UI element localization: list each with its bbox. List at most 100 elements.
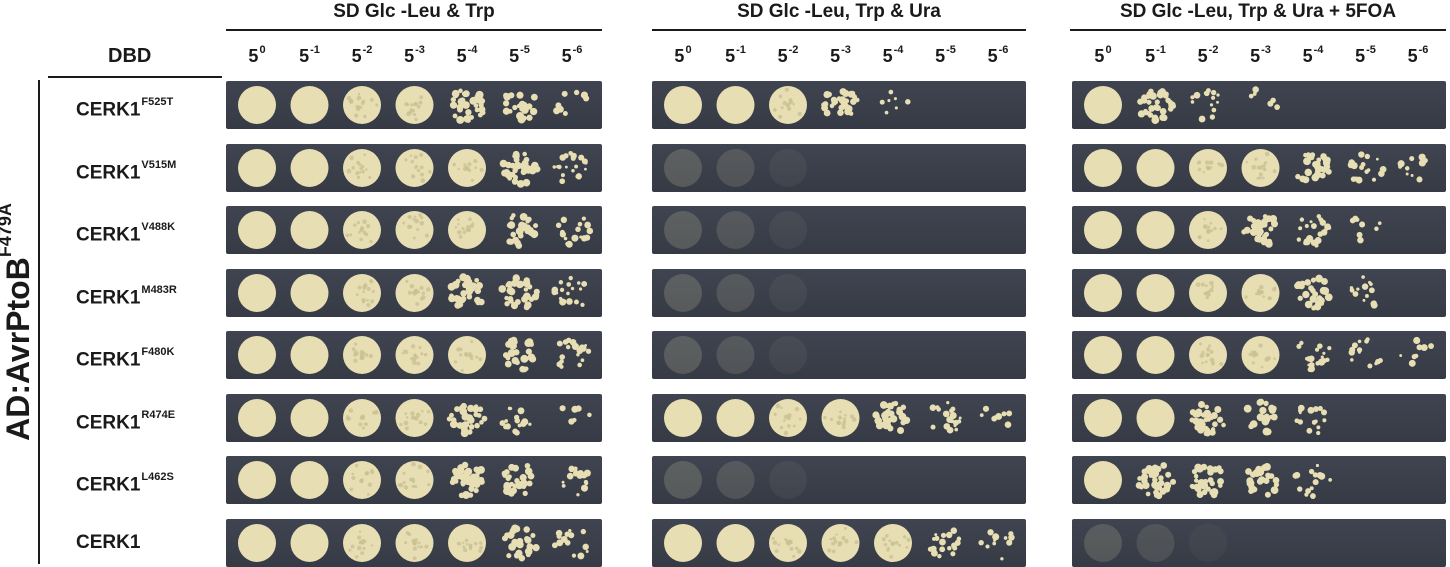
colony-dot (451, 89, 460, 98)
colony-texture (413, 484, 418, 489)
colony-dot (958, 416, 962, 420)
colony-texture (355, 554, 359, 559)
colony-texture (353, 358, 358, 363)
colony-dot (581, 235, 588, 242)
row-label-mutation: F525T (141, 96, 174, 108)
colony-dot (1008, 530, 1014, 536)
colony-spot (238, 148, 276, 187)
colony-texture (1272, 168, 1277, 173)
colony-dot (1194, 478, 1199, 483)
colony-texture (843, 526, 847, 530)
colony-dot (1356, 347, 1363, 353)
colony-texture (364, 353, 369, 357)
colony-texture (467, 161, 472, 166)
dilution-header: 5-2 (768, 44, 808, 67)
colony-texture (358, 422, 363, 427)
colony-dot (937, 553, 942, 558)
dilution-base: 5 (456, 46, 467, 66)
colony-spot (1136, 336, 1175, 374)
plate-spots (1084, 523, 1227, 562)
colony-dot (1006, 539, 1013, 546)
colony-dot (1304, 492, 1309, 497)
colony-dot (949, 407, 954, 413)
colony-dot (559, 354, 566, 360)
colony-dot (472, 405, 480, 413)
colony-dot (524, 339, 533, 347)
colony-dot (1322, 351, 1326, 355)
colony-spot (664, 398, 702, 437)
colony-texture (885, 533, 889, 538)
colony-texture (359, 105, 363, 109)
colony-dot (891, 401, 896, 406)
colony-dot (930, 549, 938, 557)
colony-texture (412, 236, 416, 240)
colony-texture (353, 223, 357, 227)
colony-texture (414, 537, 419, 542)
colony-texture (785, 540, 791, 545)
colony-dot (1257, 398, 1265, 405)
colony-texture (360, 101, 365, 105)
colony-spot (716, 523, 755, 562)
colony-dot (1137, 98, 1144, 105)
colony-texture (1261, 163, 1266, 168)
colony-texture (478, 548, 483, 553)
dilution-header: 5-4 (1293, 44, 1333, 67)
colony-texture (1248, 352, 1253, 357)
row-label-mutation: F480K (141, 346, 175, 358)
colony-dot (580, 91, 588, 99)
colony-texture (1253, 350, 1257, 354)
colony-dot (1368, 286, 1375, 293)
colony-dot (1000, 556, 1004, 560)
colony-dot (506, 222, 513, 228)
colony-dot (1398, 164, 1403, 169)
colony-dot (1205, 486, 1211, 492)
colony-texture (1258, 175, 1262, 180)
colony-texture (358, 230, 361, 234)
colony-texture (355, 292, 359, 296)
row-label-name: CERK1 (76, 224, 141, 246)
colony-dot (512, 273, 520, 281)
colony-dot (564, 165, 568, 168)
colony-texture (789, 546, 794, 551)
colony-dot (1315, 361, 1321, 366)
colony-dot (509, 481, 515, 487)
colony-texture (367, 482, 373, 487)
plate-row (1072, 268, 1446, 317)
dilution-base: 5 (987, 46, 998, 66)
colony-spot (343, 273, 381, 312)
colony-dot (1203, 425, 1209, 431)
colony-dot (556, 340, 563, 347)
colony-dot (559, 153, 566, 161)
colony-spot (716, 398, 755, 437)
colony-dot (1216, 100, 1219, 104)
row-label: CERK1M483R (76, 283, 177, 308)
colony-texture (775, 403, 781, 408)
colony-texture (415, 301, 420, 306)
colony-dot (533, 223, 539, 229)
colony-texture (426, 469, 430, 474)
colony-texture (357, 284, 362, 290)
colony-dot (1315, 299, 1323, 307)
colony-dot (523, 286, 529, 292)
colony-texture (401, 352, 405, 355)
dilution-exponent: -3 (1261, 44, 1271, 56)
colony-texture (362, 289, 365, 293)
colony-spot (290, 398, 329, 437)
colony-texture (416, 104, 421, 109)
colony-texture (362, 546, 366, 550)
colony-texture (399, 482, 404, 488)
colony-dot (1297, 486, 1303, 492)
plate-row (226, 143, 602, 192)
colony-dot (992, 541, 997, 545)
colony-texture (412, 540, 417, 545)
colony-texture (424, 544, 429, 549)
colony-dot (564, 530, 570, 537)
colony-dot (1139, 484, 1144, 490)
colony-dot (1249, 228, 1258, 237)
colony-dot (517, 422, 522, 427)
colony-texture (1268, 296, 1272, 300)
colony-dot (584, 160, 588, 165)
faint-spot (769, 211, 807, 249)
colony-texture (1209, 222, 1213, 225)
colony-texture (465, 542, 469, 546)
